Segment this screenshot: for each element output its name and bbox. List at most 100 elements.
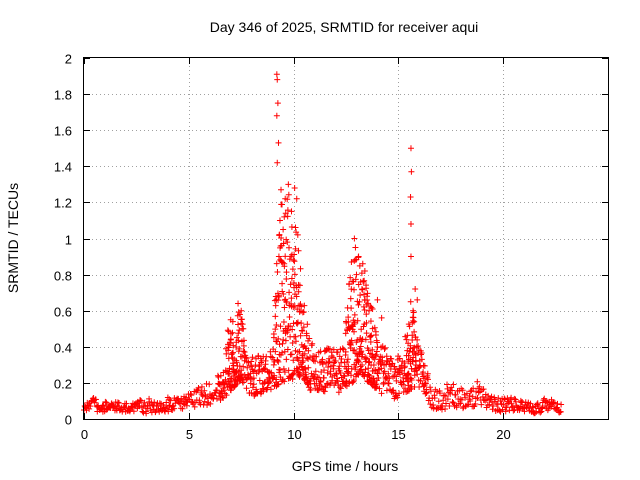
data-point [138, 404, 145, 411]
data-point [235, 330, 242, 337]
data-point [342, 330, 349, 337]
data-point [435, 398, 442, 405]
data-point [240, 363, 247, 370]
data-point [179, 405, 186, 412]
data-point [229, 329, 236, 336]
data-point [388, 355, 395, 362]
data-point [444, 396, 451, 403]
data-point [253, 389, 260, 396]
data-point [360, 291, 367, 298]
data-point [280, 319, 287, 326]
y-tick-label: 1.6 [54, 124, 72, 139]
data-point [249, 354, 256, 361]
data-point [353, 271, 360, 278]
data-point [282, 337, 289, 344]
data-point [354, 317, 361, 324]
data-point [521, 408, 528, 415]
data-point [424, 370, 431, 377]
data-point [87, 403, 94, 410]
data-point [204, 395, 211, 402]
data-point [279, 349, 286, 356]
x-tick-label: 5 [186, 427, 193, 442]
data-point [409, 358, 416, 365]
data-point [248, 363, 255, 370]
data-point [348, 259, 355, 266]
data-point [446, 403, 453, 410]
data-point [520, 405, 527, 412]
data-point [312, 368, 319, 375]
data-point [337, 385, 344, 392]
data-point [337, 370, 344, 377]
data-point [474, 394, 481, 401]
data-point [116, 399, 123, 406]
y-tick-label: 1.4 [54, 160, 72, 175]
data-point [224, 327, 231, 334]
data-point [260, 385, 267, 392]
data-point [213, 387, 220, 394]
data-point [405, 370, 412, 377]
data-point [415, 342, 422, 349]
data-point [235, 337, 242, 344]
data-point [285, 367, 292, 374]
data-point [288, 351, 295, 358]
data-point [296, 364, 303, 371]
data-point [307, 386, 314, 393]
data-point [505, 399, 512, 406]
data-point [348, 337, 355, 344]
data-point [450, 381, 457, 388]
data-point [321, 388, 328, 395]
data-point [379, 357, 386, 364]
data-point [288, 224, 295, 231]
data-point [433, 388, 440, 395]
data-point [466, 392, 473, 399]
data-point [534, 400, 541, 407]
data-point [416, 363, 423, 370]
data-point [350, 347, 357, 354]
data-point [291, 271, 298, 278]
data-point [223, 350, 230, 357]
data-point [240, 337, 247, 344]
data-point [280, 240, 287, 247]
data-point [240, 325, 247, 332]
data-point [240, 348, 247, 355]
data-point [271, 297, 278, 304]
data-point [372, 352, 379, 359]
data-point [354, 337, 361, 344]
data-point [502, 408, 509, 415]
data-point [274, 269, 281, 276]
data-point [163, 399, 170, 406]
data-point [385, 380, 392, 387]
data-point [281, 213, 288, 220]
data-point [230, 362, 237, 369]
data-point [348, 372, 355, 379]
data-point [330, 362, 337, 369]
data-point [303, 330, 310, 337]
data-point [286, 256, 293, 263]
data-point [344, 356, 351, 363]
data-point [226, 340, 233, 347]
data-point [350, 377, 357, 384]
data-point [310, 357, 317, 364]
data-point [352, 276, 359, 283]
data-point [374, 296, 381, 303]
data-point [485, 392, 492, 399]
data-point [223, 392, 230, 399]
data-point [100, 402, 107, 409]
data-point [240, 342, 247, 349]
data-point [416, 384, 423, 391]
data-point [294, 319, 301, 326]
data-point [396, 355, 403, 362]
data-point [361, 277, 368, 284]
data-point [431, 395, 438, 402]
data-point [357, 292, 364, 299]
data-point [334, 375, 341, 382]
data-point [345, 363, 352, 370]
data-point [303, 355, 310, 362]
x-tick-label: 10 [287, 427, 301, 442]
data-point [295, 288, 302, 295]
data-point [330, 354, 337, 361]
y-tick-label: 0.4 [54, 341, 72, 356]
data-point [369, 306, 376, 313]
chart-title: Day 346 of 2025, SRMTID for receiver aqu… [210, 19, 478, 35]
